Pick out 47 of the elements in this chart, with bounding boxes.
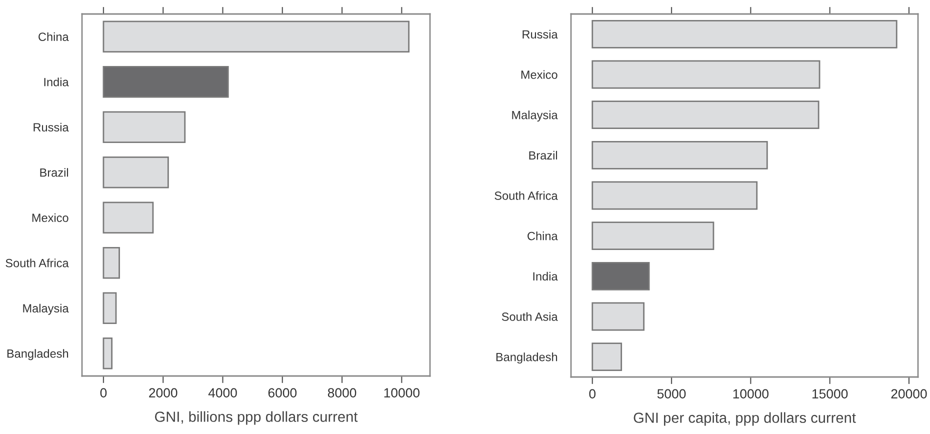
x-tick-label: 0 <box>589 389 596 398</box>
y-tick-label: Brazil <box>529 150 558 160</box>
y-tick-label: India <box>533 272 558 281</box>
y-tick-label: China <box>38 32 69 42</box>
bar <box>102 156 169 188</box>
y-tick-label: India <box>44 78 69 86</box>
x-tick-label: 8000 <box>328 388 356 398</box>
bar <box>592 140 768 170</box>
x-tick-label: 10000 <box>384 388 420 398</box>
y-tick-label: South Africa <box>494 191 558 200</box>
bar <box>102 111 186 143</box>
bar <box>592 262 650 290</box>
y-tick-label: Russia <box>34 122 69 132</box>
bar <box>102 202 154 234</box>
x-tick-label: 0 <box>100 388 107 398</box>
y-tick-label: Malaysia <box>23 304 69 315</box>
bar <box>102 247 120 279</box>
x-tick-label: 10000 <box>733 389 769 398</box>
y-tick-label: Bangladesh <box>496 352 558 364</box>
bar <box>592 181 758 210</box>
y-tick-label: Bangladesh <box>7 349 68 360</box>
y-tick-label: Mexico <box>32 213 68 222</box>
y-tick-label: Malaysia <box>512 110 558 122</box>
x-axis-title: GNI, billions ppp dollars current <box>155 411 358 425</box>
bar <box>592 100 820 130</box>
x-tick-label: 6000 <box>268 388 297 398</box>
bar <box>592 342 622 372</box>
y-tick-label: South Africa <box>6 258 69 268</box>
y-tick-label: South Asia <box>502 312 558 321</box>
y-tick-label: China <box>528 232 558 240</box>
x-tick-label: 5000 <box>657 389 686 398</box>
bar <box>592 302 645 331</box>
bar <box>592 20 898 48</box>
bar <box>102 292 117 324</box>
y-tick-label: Russia <box>522 30 558 39</box>
bar <box>102 338 113 370</box>
x-tick-label: 20000 <box>891 389 927 398</box>
x-tick-label: 2000 <box>149 388 178 398</box>
bar <box>102 20 410 52</box>
x-axis-title: GNI per capita, ppp dollars current <box>634 412 856 426</box>
bar <box>102 66 229 98</box>
y-tick-label: Mexico <box>521 70 558 79</box>
x-tick-label: 15000 <box>812 389 848 398</box>
bar <box>592 222 714 250</box>
y-tick-label: Brazil <box>40 168 68 177</box>
bar <box>592 60 820 89</box>
x-tick-label: 4000 <box>208 388 237 398</box>
